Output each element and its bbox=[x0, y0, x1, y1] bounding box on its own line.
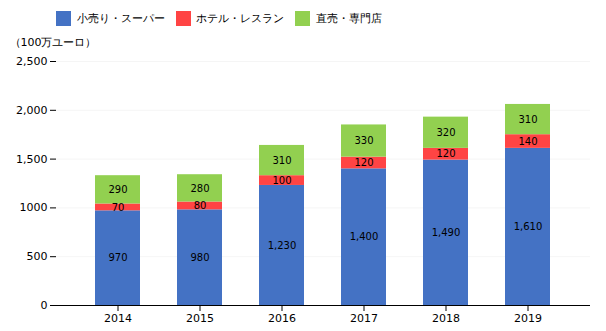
svg-text:2016: 2016 bbox=[268, 312, 296, 325]
svg-text:500: 500 bbox=[27, 250, 48, 263]
html-text:直売・専門店: 直売・専門店 bbox=[315, 12, 382, 25]
svg-text:2019: 2019 bbox=[514, 312, 542, 325]
svg-text:1,230: 1,230 bbox=[268, 240, 297, 251]
svg-text:2014: 2014 bbox=[104, 312, 132, 325]
html-text:ホテル・レスラン: ホテル・レスラン bbox=[196, 12, 284, 25]
svg-text:1,490: 1,490 bbox=[432, 227, 461, 238]
svg-text:310: 310 bbox=[272, 155, 291, 166]
svg-text:140: 140 bbox=[518, 136, 537, 147]
svg-text:2,500: 2,500 bbox=[16, 55, 48, 68]
html-text:小売り・スーパー: 小売り・スーパー bbox=[76, 12, 165, 25]
svg-text:（100万ユーロ）: （100万ユーロ） bbox=[10, 36, 97, 49]
svg-text:1,400: 1,400 bbox=[350, 231, 379, 242]
svg-text:0: 0 bbox=[41, 299, 48, 312]
svg-text:2017: 2017 bbox=[350, 312, 378, 325]
svg-text:80: 80 bbox=[194, 200, 207, 211]
svg-text:70: 70 bbox=[112, 202, 125, 213]
svg-text:120: 120 bbox=[354, 157, 373, 168]
svg-text:280: 280 bbox=[190, 183, 209, 194]
svg-text:1,610: 1,610 bbox=[514, 221, 543, 232]
svg-text:120: 120 bbox=[436, 148, 455, 159]
svg-text:2018: 2018 bbox=[432, 312, 460, 325]
svg-text:290: 290 bbox=[108, 184, 127, 195]
svg-text:320: 320 bbox=[436, 127, 455, 138]
svg-text:330: 330 bbox=[354, 135, 373, 146]
svg-text:2,000: 2,000 bbox=[16, 104, 48, 117]
svg-text:2015: 2015 bbox=[186, 312, 214, 325]
svg-text:1,500: 1,500 bbox=[16, 153, 48, 166]
svg-text:100: 100 bbox=[272, 175, 291, 186]
svg-text:1000: 1000 bbox=[20, 201, 48, 214]
svg-text:980: 980 bbox=[190, 252, 209, 263]
svg-text:310: 310 bbox=[518, 114, 537, 125]
svg-text:970: 970 bbox=[108, 252, 127, 263]
